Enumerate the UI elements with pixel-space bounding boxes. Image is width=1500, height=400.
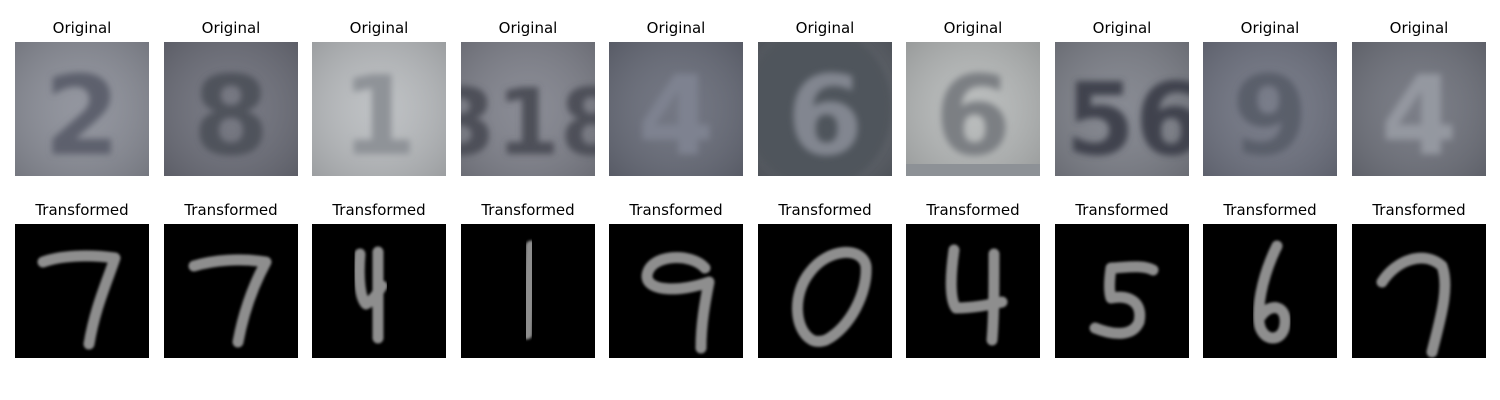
original-digit-glyph: 318: [461, 69, 595, 176]
transformed-title: Transformed: [1075, 201, 1169, 219]
transformed-digit-stroke: [521, 240, 537, 340]
transformed-digit-stroke: [1253, 240, 1291, 344]
transformed-digit-stroke: [641, 252, 715, 354]
original-digit-image: 6: [758, 42, 892, 176]
transformed-title: Transformed: [332, 201, 426, 219]
original-title: Original: [201, 19, 261, 37]
transformed-digit-image: [312, 224, 446, 358]
transformed-digit-image: [15, 224, 149, 358]
original-digit-glyph: 56: [1065, 61, 1189, 176]
transformed-digit-image: [906, 224, 1040, 358]
transformed-title: Transformed: [481, 201, 575, 219]
original-title: Original: [1389, 19, 1449, 37]
original-digit-glyph: 6: [787, 52, 864, 176]
transformed-title: Transformed: [1223, 201, 1317, 219]
original-digit-image: 2: [15, 42, 149, 176]
transformed-title: Transformed: [629, 201, 723, 219]
transformed-title: Transformed: [35, 201, 129, 219]
original-title: Original: [943, 19, 1003, 37]
original-digit-glyph: 6: [935, 52, 1012, 176]
transformed-digit-stroke: [792, 247, 872, 347]
transformed-digit-image: [1055, 224, 1189, 358]
original-title: Original: [646, 19, 706, 37]
original-digit-image: 8: [164, 42, 298, 176]
transformed-title: Transformed: [778, 201, 872, 219]
original-title: Original: [52, 19, 112, 37]
original-digit-image: 4: [609, 42, 743, 176]
transformed-title: Transformed: [926, 201, 1020, 219]
original-title: Original: [1240, 19, 1300, 37]
original-digit-glyph: 4: [1381, 52, 1458, 176]
transformed-title: Transformed: [1372, 201, 1466, 219]
original-digit-image: 6: [906, 42, 1040, 176]
transformed-digit-stroke: [37, 250, 121, 350]
original-digit-image: 1: [312, 42, 446, 176]
original-digit-glyph: 1: [341, 52, 418, 176]
original-digit-image: 9: [1203, 42, 1337, 176]
original-digit-image: 4: [1352, 42, 1486, 176]
original-digit-glyph: 8: [193, 52, 270, 176]
transformed-digit-image: [1203, 224, 1337, 358]
transformed-digit-stroke: [353, 246, 388, 344]
transformed-digit-image: [1352, 224, 1486, 358]
transformed-digit-image: [609, 224, 743, 358]
original-digit-image: 318: [461, 42, 595, 176]
original-title: Original: [349, 19, 409, 37]
original-title: Original: [795, 19, 855, 37]
transformed-digit-image: [758, 224, 892, 358]
transformed-digit-stroke: [1376, 252, 1451, 358]
transformed-digit-image: [164, 224, 298, 358]
original-title: Original: [1092, 19, 1152, 37]
original-title: Original: [498, 19, 558, 37]
transformed-digit-stroke: [188, 254, 272, 348]
original-digit-glyph: 2: [44, 52, 121, 176]
original-digit-glyph: 4: [638, 52, 715, 176]
transformed-title: Transformed: [184, 201, 278, 219]
transformed-digit-image: [461, 224, 595, 358]
transformed-digit-stroke: [1089, 261, 1159, 339]
original-digit-image: 56: [1055, 42, 1189, 176]
original-digit-glyph: 9: [1232, 52, 1309, 176]
transformed-digit-stroke: [945, 244, 1008, 346]
